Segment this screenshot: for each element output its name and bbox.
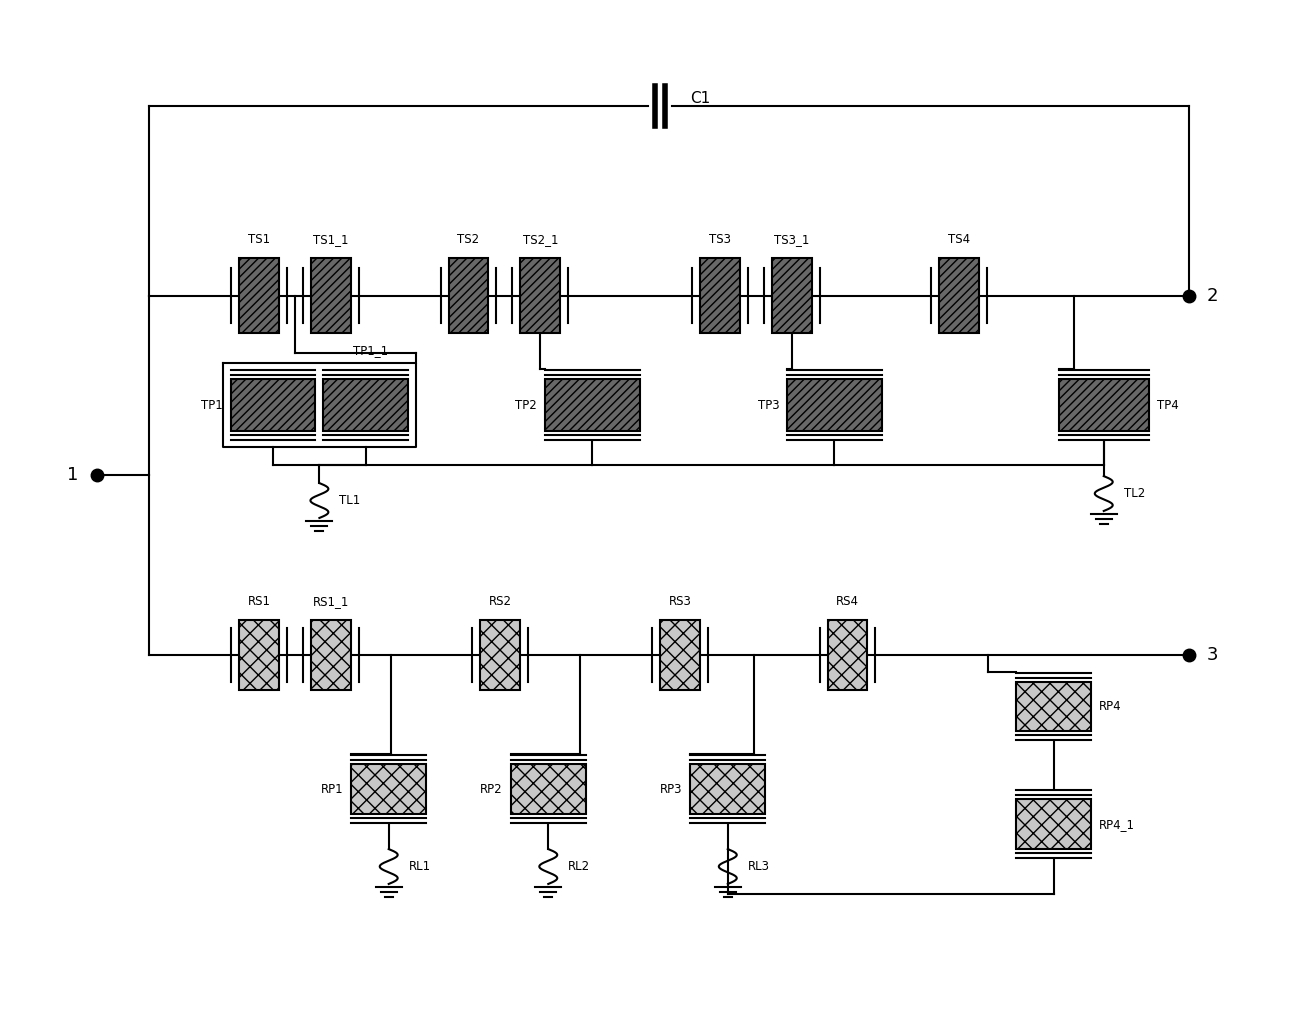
Bar	[240, 620, 279, 689]
Text: RS3: RS3	[669, 595, 691, 608]
Text: 1: 1	[67, 466, 79, 484]
Text: TP3: TP3	[758, 399, 779, 412]
Text: TP2: TP2	[515, 399, 537, 412]
Text: TS1_1: TS1_1	[314, 233, 349, 247]
Bar	[351, 764, 426, 814]
Text: TL2: TL2	[1124, 487, 1144, 500]
Bar	[324, 380, 408, 431]
Bar	[240, 258, 279, 333]
Bar	[521, 258, 560, 333]
Text: C1: C1	[689, 90, 710, 106]
Text: TP4: TP4	[1156, 399, 1178, 412]
Text: RP4: RP4	[1099, 700, 1122, 713]
Text: TS1: TS1	[248, 233, 270, 247]
Bar	[771, 258, 811, 333]
Bar	[481, 620, 521, 689]
Text: TL1: TL1	[340, 494, 360, 508]
Bar	[544, 380, 639, 431]
Text: TS2: TS2	[457, 233, 480, 247]
Bar	[787, 380, 881, 431]
Text: TP1_1: TP1_1	[354, 344, 389, 357]
Text: TS4: TS4	[949, 233, 971, 247]
Bar	[1059, 380, 1148, 431]
Text: RS1_1: RS1_1	[312, 595, 349, 608]
Bar	[448, 258, 489, 333]
Bar	[311, 258, 351, 333]
Bar	[511, 764, 586, 814]
Bar	[940, 258, 978, 333]
Text: RS4: RS4	[836, 595, 859, 608]
Text: RL2: RL2	[568, 860, 591, 873]
Text: RS1: RS1	[248, 595, 271, 608]
Text: TS2_1: TS2_1	[522, 233, 559, 247]
Bar	[660, 620, 700, 689]
Text: RP2: RP2	[481, 783, 503, 796]
Bar	[1016, 799, 1091, 850]
Bar	[700, 258, 740, 333]
Text: RP3: RP3	[660, 783, 683, 796]
Bar	[828, 620, 867, 689]
Text: RL1: RL1	[408, 860, 430, 873]
Text: TS3: TS3	[709, 233, 731, 247]
Text: RS2: RS2	[489, 595, 512, 608]
Text: TP1: TP1	[201, 399, 223, 412]
Bar	[691, 764, 765, 814]
Text: 2: 2	[1207, 286, 1218, 304]
Bar	[1016, 681, 1091, 732]
Bar	[311, 620, 351, 689]
Text: TS3_1: TS3_1	[774, 233, 809, 247]
Bar	[231, 380, 315, 431]
Text: RP4_1: RP4_1	[1099, 818, 1135, 830]
Text: 3: 3	[1207, 646, 1218, 664]
Text: RL3: RL3	[748, 860, 770, 873]
Text: RP1: RP1	[320, 783, 343, 796]
